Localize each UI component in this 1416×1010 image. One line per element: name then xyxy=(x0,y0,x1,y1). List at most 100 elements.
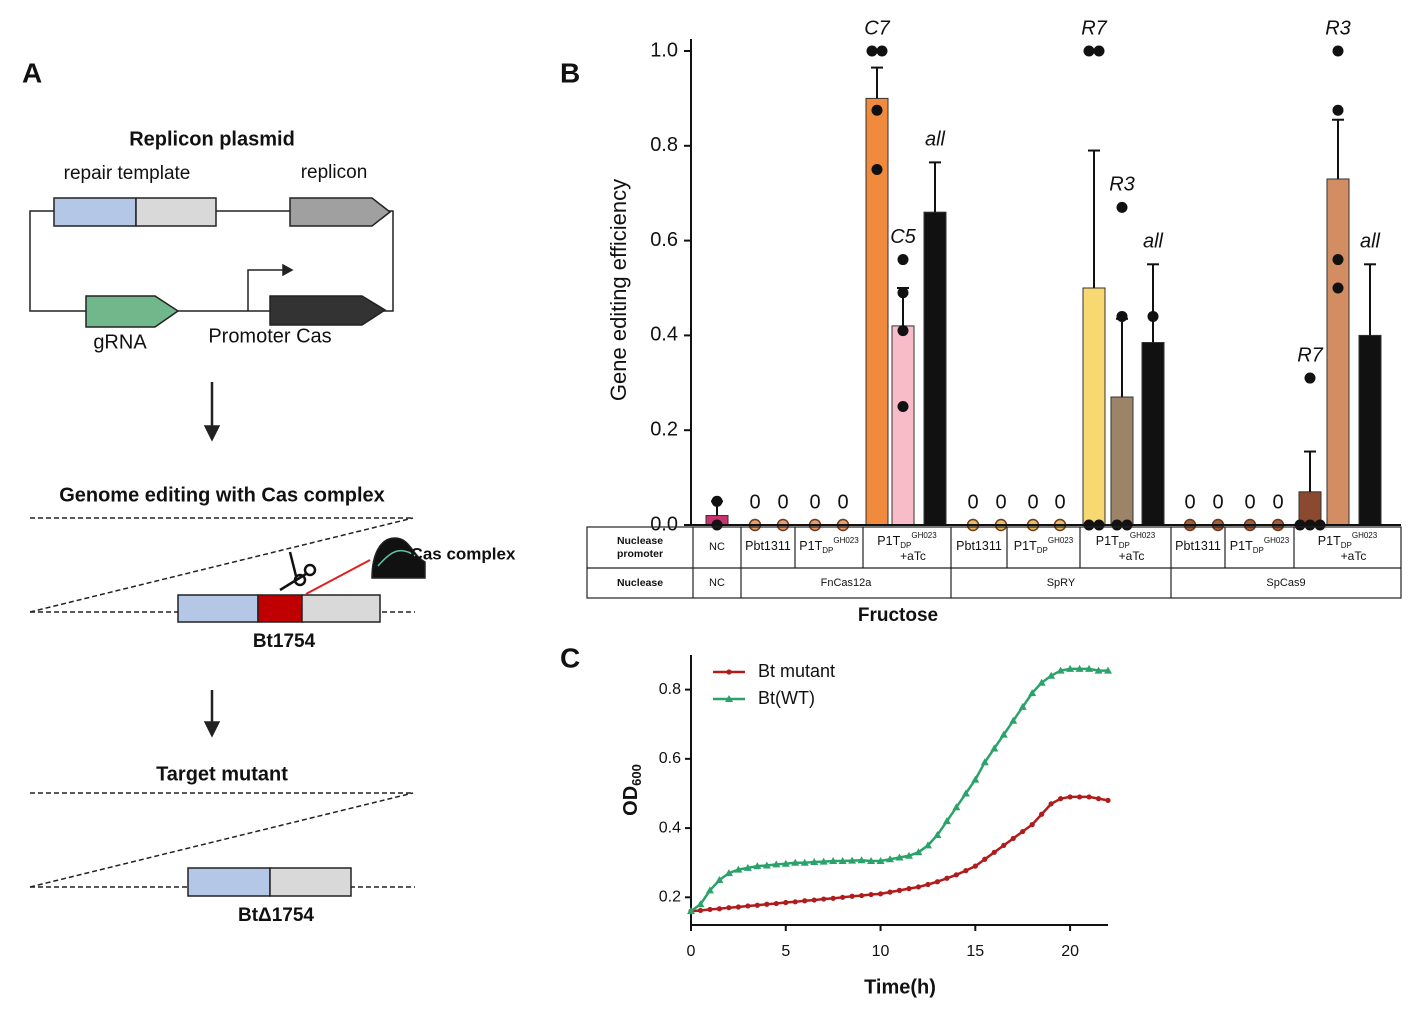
bar-label: C7 xyxy=(864,17,890,39)
data-point xyxy=(1304,372,1316,384)
data-point xyxy=(802,898,808,904)
nuclease-cell: SpCas9 xyxy=(1266,577,1305,589)
x-tick-label: 5 xyxy=(781,943,790,960)
data-point xyxy=(1056,666,1065,674)
plasmid-backbone xyxy=(29,210,394,312)
data-point xyxy=(705,886,714,894)
series-line xyxy=(690,667,1108,913)
label: Cas complex xyxy=(411,544,516,563)
cell-sub: DP xyxy=(1119,541,1130,550)
cell-sub: DP xyxy=(900,541,911,550)
label: replicon xyxy=(301,162,368,183)
data-point xyxy=(1020,828,1026,835)
panel-label: B xyxy=(560,57,580,88)
gene-box xyxy=(301,594,381,623)
gene-box xyxy=(257,594,303,623)
data-point xyxy=(724,869,733,877)
data-point xyxy=(1039,811,1045,817)
promoter-cell: P1TDPGH023 xyxy=(1230,536,1290,555)
x-tick-label: 15 xyxy=(966,943,984,960)
data-point xyxy=(963,868,969,874)
data-point xyxy=(1332,45,1344,57)
data-point xyxy=(897,254,909,266)
bar-label: C5 xyxy=(890,226,916,248)
label: Promoter Cas xyxy=(208,325,331,347)
data-point xyxy=(866,45,878,57)
data-point xyxy=(1105,797,1111,803)
bar-label: all xyxy=(1360,231,1381,253)
cell-text: P1T xyxy=(1014,539,1037,553)
data-point xyxy=(743,863,752,871)
data-point xyxy=(1047,671,1056,679)
bar-label: 0 xyxy=(1184,491,1195,513)
cas-complex-icon xyxy=(377,549,416,567)
data-point xyxy=(1147,310,1159,322)
repair-box xyxy=(135,197,217,227)
bar-label: 0 xyxy=(809,491,820,513)
promoter-cell: +aTc xyxy=(1119,549,1145,563)
gene-box xyxy=(269,867,352,897)
data-point xyxy=(904,851,913,859)
data-point xyxy=(745,903,751,909)
y-tick-label: 0.8 xyxy=(650,134,678,156)
data-point xyxy=(942,817,951,825)
bar-label: all xyxy=(925,129,946,151)
bar-label: R7 xyxy=(1297,344,1323,366)
data-point xyxy=(1001,842,1007,848)
data-point xyxy=(972,863,978,869)
data-point xyxy=(772,860,781,868)
scissors-icon xyxy=(279,551,317,592)
cell-sup: GH023 xyxy=(911,531,937,540)
data-point xyxy=(897,401,909,412)
bar xyxy=(891,325,915,526)
label: repair template xyxy=(64,163,191,184)
data-point xyxy=(1076,794,1083,800)
promoter-cell: NC xyxy=(709,541,725,553)
data-point xyxy=(982,856,988,862)
data-point xyxy=(1116,310,1128,322)
data-point xyxy=(707,906,713,913)
data-point xyxy=(871,104,883,116)
legend-label: Bt(WT) xyxy=(758,688,815,708)
data-point xyxy=(1332,282,1344,294)
data-point xyxy=(734,865,743,873)
cell-sub: DP xyxy=(822,546,833,555)
y-label-main: OD xyxy=(620,786,642,816)
promoter-arrow xyxy=(247,269,285,311)
step-arrow xyxy=(203,425,221,442)
label: Bt1754 xyxy=(253,631,316,652)
y-label-sub: 600 xyxy=(629,764,644,786)
data-point xyxy=(971,775,980,783)
row-label: promoter xyxy=(617,548,663,560)
x-tick-label: 20 xyxy=(1061,943,1079,960)
cell-text: Pbt1311 xyxy=(956,539,1002,553)
data-point xyxy=(897,287,909,299)
bar xyxy=(865,97,889,526)
data-point xyxy=(999,730,1008,738)
bar xyxy=(1326,178,1350,526)
y-tick-label: 0.6 xyxy=(659,750,681,767)
bar xyxy=(1082,287,1106,526)
y-tick-label: 0.0 xyxy=(650,513,678,535)
data-point xyxy=(925,881,931,888)
data-point xyxy=(696,900,705,908)
data-point xyxy=(1116,201,1128,213)
data-point xyxy=(848,856,857,864)
cell-text: P1T xyxy=(1096,534,1119,548)
nuclease-cell: SpRY xyxy=(1047,577,1076,589)
cas-arrow xyxy=(269,295,387,326)
data-point xyxy=(934,879,941,885)
data-point xyxy=(1010,835,1016,842)
bar-label: 0 xyxy=(837,491,848,513)
cell-text: NC xyxy=(709,541,725,553)
cell-sup: GH023 xyxy=(1130,531,1156,540)
bar-label: 0 xyxy=(995,491,1006,513)
data-point xyxy=(1093,45,1105,57)
y-axis-label: Gene editing efficiency xyxy=(606,179,631,401)
bar xyxy=(1358,334,1382,526)
data-point xyxy=(876,45,888,57)
dashed-line xyxy=(29,792,414,888)
row-label: Nuclease xyxy=(617,577,663,589)
cell-sub: DP xyxy=(1037,546,1048,555)
